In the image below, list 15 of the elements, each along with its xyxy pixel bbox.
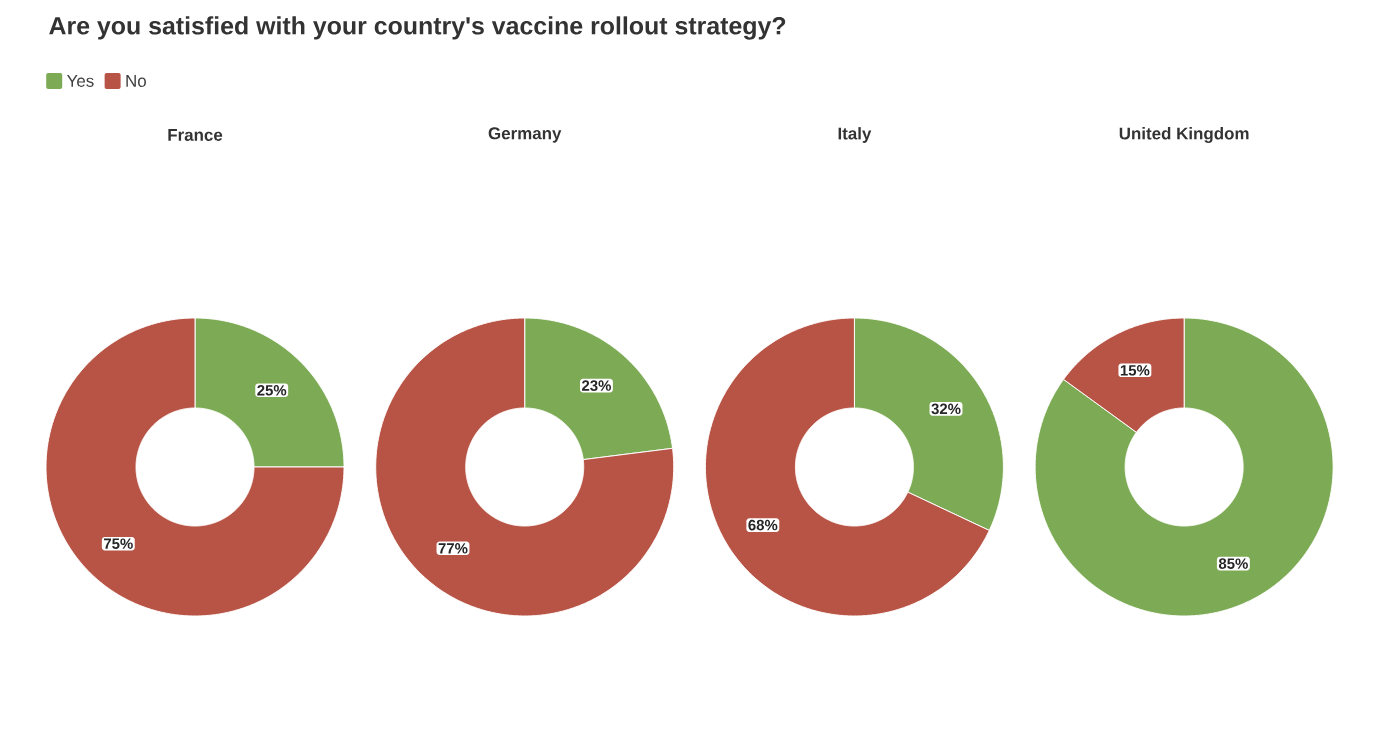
chart-title: United Kingdom [1119, 127, 1249, 143]
data-label: 68% [748, 519, 778, 531]
text: France [168, 129, 223, 141]
chart-title: Germany [488, 127, 562, 143]
legend-label: No [126, 75, 146, 87]
legend-label: Yes [66, 75, 94, 87]
data-label: 23% [582, 380, 611, 391]
data-label: 25% [257, 384, 287, 396]
data-label: 85% [1218, 558, 1248, 569]
text: Are you satisfied with your country's vaccine rollout strategy? [49, 16, 786, 40]
data-label: 15% [1120, 365, 1150, 376]
data-label: 77% [438, 543, 468, 554]
chart-title: Italy [838, 127, 872, 143]
data-label: 75% [103, 538, 133, 549]
data-label: 32% [931, 403, 961, 415]
